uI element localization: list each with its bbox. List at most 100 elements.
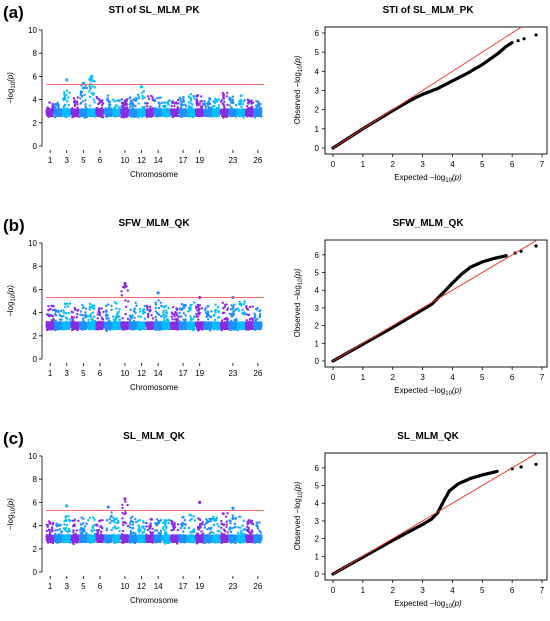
snp-point: [79, 101, 83, 105]
snp-point: [195, 108, 198, 112]
snp-point: [129, 105, 132, 109]
snp-point: [83, 93, 86, 97]
qq-xlabel-base: Expected −log: [394, 173, 445, 182]
snp-point: [213, 101, 216, 105]
snp-point: [64, 108, 67, 112]
y-tick-label: 2: [33, 119, 38, 128]
snp-point: [112, 108, 116, 112]
y-tick-label: 4: [33, 96, 38, 105]
snp-point: [129, 100, 133, 103]
snp-point: [48, 101, 51, 104]
snp-point: [83, 116, 86, 119]
snp-point: [55, 103, 58, 106]
snp-point: [93, 80, 96, 83]
snp-dense-band: [171, 111, 179, 117]
snp-point: [57, 310, 60, 314]
snp-dense-band: [179, 111, 187, 117]
y-tick-label: 4: [33, 309, 38, 318]
snp-point: [75, 316, 79, 319]
snp-peak-point: [90, 74, 94, 78]
snp-point: [189, 93, 192, 96]
snp-point: [70, 316, 74, 320]
qq-title: STI of SL_MLM_PK: [382, 5, 474, 16]
snp-point: [181, 103, 184, 107]
x-tick-label: 17: [179, 156, 188, 165]
x-tick-label: 3: [65, 156, 70, 165]
snp-point: [158, 105, 161, 109]
snp-point: [81, 87, 85, 90]
qq-ylabel-tail: (p): [293, 55, 302, 65]
snp-point: [106, 94, 110, 97]
x-tick-label: 10: [120, 156, 129, 165]
snp-point: [229, 97, 232, 100]
qq-x-tick-label: 7: [540, 160, 545, 169]
qq-outlier-point: [534, 33, 538, 37]
snp-point: [106, 99, 110, 103]
snp-point: [250, 99, 253, 102]
snp-point: [71, 311, 75, 314]
snp-point: [89, 314, 93, 318]
qq-x-tick-label: 4: [450, 160, 455, 169]
snp-point: [207, 108, 211, 112]
snp-point: [203, 100, 206, 103]
snp-point: [141, 94, 144, 98]
snp-point: [81, 108, 84, 112]
snp-point: [111, 98, 115, 101]
snp-point: [146, 95, 150, 98]
qq-y-tick-label: 5: [315, 48, 320, 57]
snp-dense-band: [88, 324, 96, 330]
snp-point: [141, 91, 144, 95]
snp-point: [90, 91, 94, 95]
snp-point: [246, 98, 249, 102]
manhattan-title: STI of SL_MLM_PK: [108, 5, 200, 16]
snp-point: [51, 107, 54, 111]
snp-point: [68, 302, 72, 305]
snp-point: [55, 108, 59, 111]
qq-y-tick-label: 2: [315, 106, 320, 115]
snp-point: [102, 310, 105, 314]
snp-dense-band: [71, 111, 79, 117]
snp-point: [88, 305, 91, 309]
snp-point: [247, 101, 250, 104]
y-tick-label: 0: [33, 142, 38, 151]
snp-dense-band: [54, 324, 63, 330]
snp-point: [156, 108, 159, 111]
snp-points: [45, 74, 263, 119]
snp-point: [66, 100, 69, 103]
snp-point: [222, 97, 225, 100]
snp-point: [234, 104, 238, 107]
snp-point: [219, 100, 223, 104]
snp-point: [250, 106, 253, 110]
snp-point: [153, 107, 157, 110]
snp-point: [87, 321, 91, 325]
qq-plot: STI of SL_MLM_PK0 1 2 3 4 5 6 70123456Expected …: [293, 5, 548, 184]
snp-point: [134, 96, 138, 100]
snp-dense-band: [46, 324, 54, 330]
snp-point: [123, 99, 127, 103]
snp-point: [212, 105, 215, 108]
snp-point: [67, 311, 71, 315]
snp-point: [58, 313, 61, 316]
snp-point: [47, 106, 50, 110]
snp-point: [222, 94, 225, 97]
snp-point: [246, 105, 249, 108]
y-tick-label: 0: [33, 355, 38, 364]
snp-point: [242, 100, 245, 103]
snp-point: [96, 317, 99, 320]
snp-point: [88, 308, 91, 311]
snp-point: [101, 103, 104, 107]
snp-point: [67, 103, 71, 107]
snp-point: [91, 311, 95, 314]
qq-ylabel: Observed −log10(p): [293, 55, 304, 124]
snp-point: [151, 96, 154, 99]
snp-point: [67, 305, 70, 308]
snp-point: [170, 108, 173, 111]
snp-point: [52, 105, 55, 109]
snp-point: [157, 101, 161, 105]
snp-point: [79, 97, 82, 100]
snp-point: [51, 102, 54, 106]
snp-point: [163, 101, 167, 104]
snp-point: [79, 93, 82, 96]
snp-dense-band: [162, 111, 171, 117]
